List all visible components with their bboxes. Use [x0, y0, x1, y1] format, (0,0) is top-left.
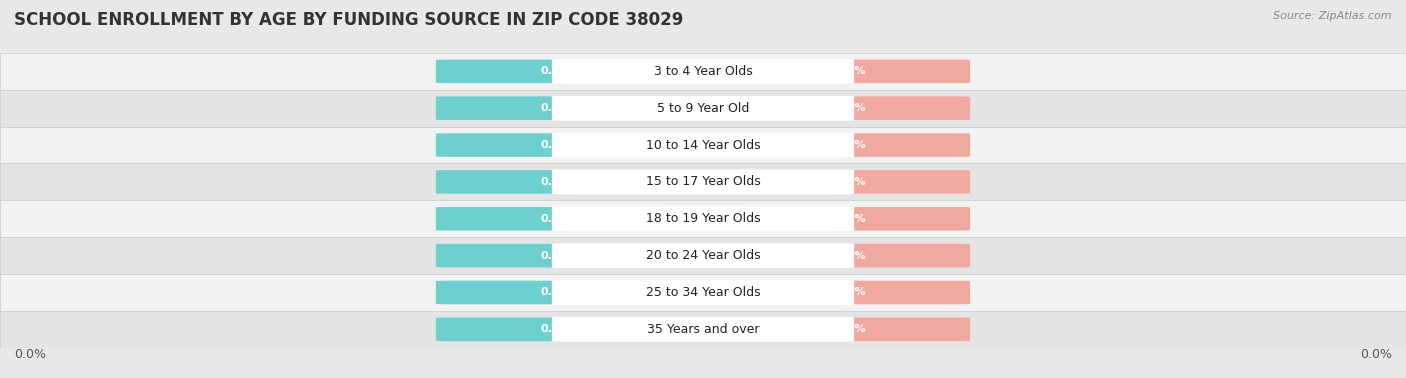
FancyBboxPatch shape [551, 133, 853, 158]
Bar [0, 200, 1406, 237]
FancyBboxPatch shape [731, 170, 970, 194]
FancyBboxPatch shape [436, 96, 675, 120]
FancyBboxPatch shape [731, 133, 970, 157]
Text: 0.0%: 0.0% [540, 177, 571, 187]
FancyBboxPatch shape [436, 207, 675, 231]
Text: 0.0%: 0.0% [14, 348, 46, 361]
Bar [0, 311, 1406, 348]
Text: 0.0%: 0.0% [835, 103, 866, 113]
FancyBboxPatch shape [551, 169, 853, 194]
Text: 0.0%: 0.0% [835, 288, 866, 297]
Text: 25 to 34 Year Olds: 25 to 34 Year Olds [645, 286, 761, 299]
FancyBboxPatch shape [551, 206, 853, 231]
FancyBboxPatch shape [436, 133, 675, 157]
Text: 0.0%: 0.0% [835, 324, 866, 334]
Text: 0.0%: 0.0% [835, 177, 866, 187]
Text: 0.0%: 0.0% [540, 324, 571, 334]
Text: 0.0%: 0.0% [540, 67, 571, 76]
FancyBboxPatch shape [551, 317, 853, 342]
FancyBboxPatch shape [436, 170, 675, 194]
Text: 0.0%: 0.0% [835, 214, 866, 224]
FancyBboxPatch shape [436, 244, 675, 267]
Text: 15 to 17 Year Olds: 15 to 17 Year Olds [645, 175, 761, 188]
Text: 0.0%: 0.0% [540, 251, 571, 260]
FancyBboxPatch shape [436, 318, 675, 341]
Bar [0, 237, 1406, 274]
Text: 0.0%: 0.0% [540, 103, 571, 113]
FancyBboxPatch shape [731, 96, 970, 120]
Text: 10 to 14 Year Olds: 10 to 14 Year Olds [645, 139, 761, 152]
Text: 0.0%: 0.0% [835, 67, 866, 76]
Text: 3 to 4 Year Olds: 3 to 4 Year Olds [654, 65, 752, 78]
Text: SCHOOL ENROLLMENT BY AGE BY FUNDING SOURCE IN ZIP CODE 38029: SCHOOL ENROLLMENT BY AGE BY FUNDING SOUR… [14, 11, 683, 29]
Text: 0.0%: 0.0% [1360, 348, 1392, 361]
Bar [0, 90, 1406, 127]
FancyBboxPatch shape [731, 60, 970, 83]
Text: Source: ZipAtlas.com: Source: ZipAtlas.com [1274, 11, 1392, 21]
FancyBboxPatch shape [731, 207, 970, 231]
FancyBboxPatch shape [551, 59, 853, 84]
Text: 0.0%: 0.0% [835, 251, 866, 260]
Text: 0.0%: 0.0% [540, 288, 571, 297]
FancyBboxPatch shape [551, 243, 853, 268]
Text: 18 to 19 Year Olds: 18 to 19 Year Olds [645, 212, 761, 225]
FancyBboxPatch shape [436, 281, 675, 304]
Text: 0.0%: 0.0% [835, 140, 866, 150]
Text: 0.0%: 0.0% [540, 140, 571, 150]
Bar [0, 274, 1406, 311]
FancyBboxPatch shape [731, 318, 970, 341]
Text: 0.0%: 0.0% [540, 214, 571, 224]
FancyBboxPatch shape [436, 60, 675, 83]
Bar [0, 164, 1406, 200]
FancyBboxPatch shape [551, 280, 853, 305]
FancyBboxPatch shape [551, 96, 853, 121]
Bar [0, 127, 1406, 164]
FancyBboxPatch shape [731, 281, 970, 304]
Text: 5 to 9 Year Old: 5 to 9 Year Old [657, 102, 749, 115]
Text: 20 to 24 Year Olds: 20 to 24 Year Olds [645, 249, 761, 262]
Bar [0, 53, 1406, 90]
FancyBboxPatch shape [731, 244, 970, 267]
Text: 35 Years and over: 35 Years and over [647, 323, 759, 336]
